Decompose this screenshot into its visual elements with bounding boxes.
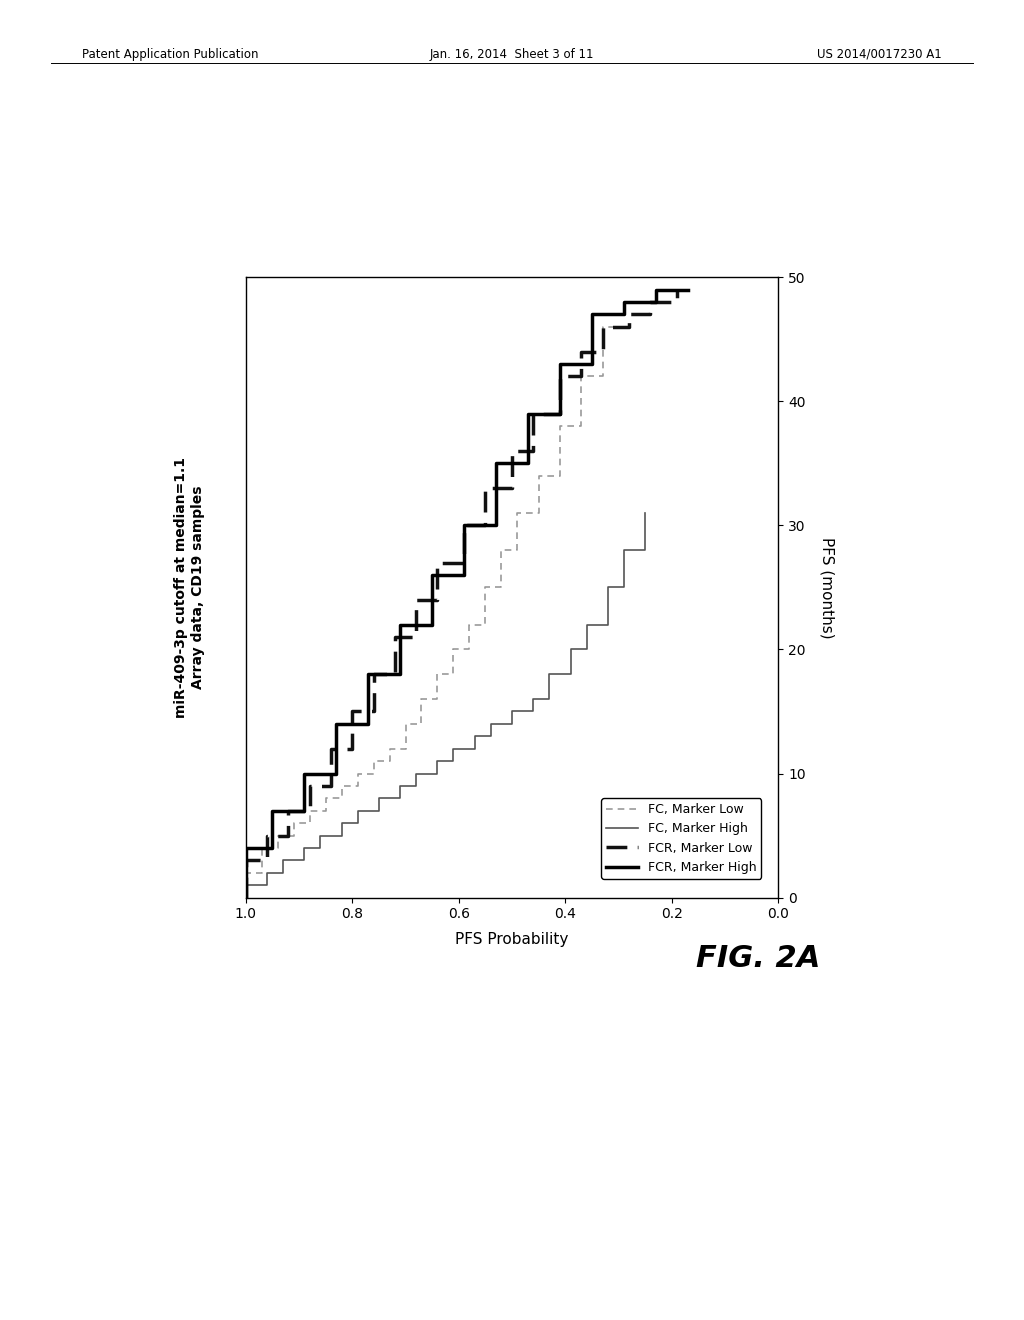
Y-axis label: PFS (months): PFS (months) — [819, 537, 835, 638]
X-axis label: PFS Probability: PFS Probability — [456, 932, 568, 948]
Legend: FC, Marker Low, FC, Marker High, FCR, Marker Low, FCR, Marker High: FC, Marker Low, FC, Marker High, FCR, Ma… — [601, 799, 761, 879]
Text: Patent Application Publication: Patent Application Publication — [82, 48, 258, 61]
Text: FIG. 2A: FIG. 2A — [696, 944, 820, 973]
Text: Jan. 16, 2014  Sheet 3 of 11: Jan. 16, 2014 Sheet 3 of 11 — [430, 48, 594, 61]
Text: miR-409-3p cutoff at median=1.1
Array data, CD19 samples: miR-409-3p cutoff at median=1.1 Array da… — [174, 457, 205, 718]
Text: US 2014/0017230 A1: US 2014/0017230 A1 — [817, 48, 942, 61]
